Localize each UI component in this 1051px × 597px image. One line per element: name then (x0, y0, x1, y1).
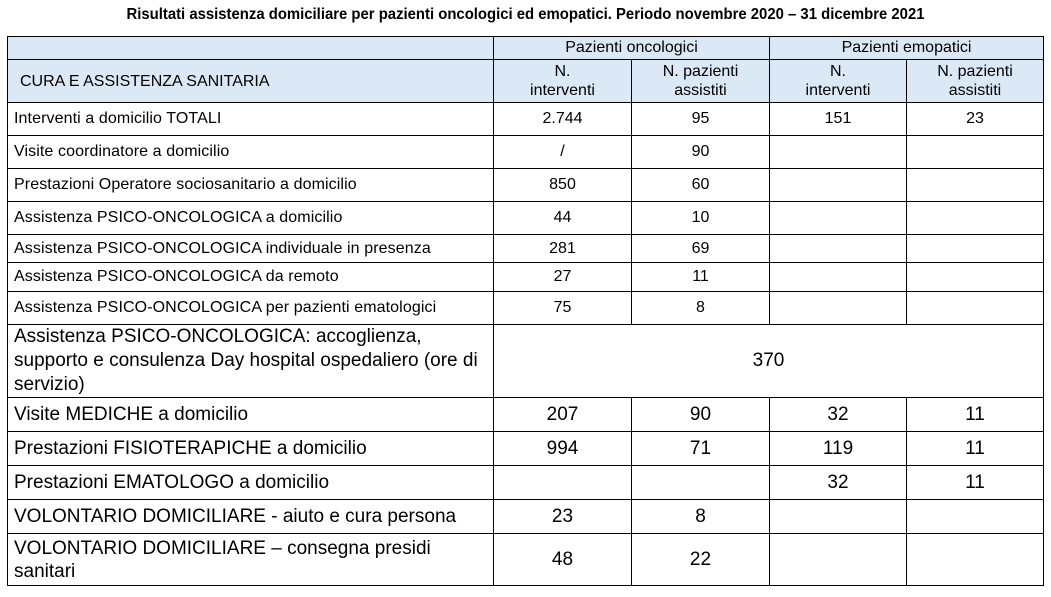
row-label: Prestazioni FISIOTERAPICHE a domicilio (7, 431, 494, 466)
header-text: N. (830, 63, 846, 80)
header-group-emo: Pazienti emopatici (769, 36, 1044, 60)
row-label: Visite coordinatore a domicilio (7, 135, 494, 169)
table-row: Prestazioni FISIOTERAPICHE a domicilio 9… (7, 431, 1044, 466)
emo-interventi-cell: 119 (769, 431, 907, 466)
header-text: N. pazienti (662, 63, 739, 80)
onco-interventi-cell: 23 (493, 499, 632, 534)
header-label-cell: CURA E ASSISTENZA SANITARIA (7, 59, 494, 103)
row-label: VOLONTARIO DOMICILIARE – consegna presid… (7, 533, 494, 586)
onco-assistiti-cell: 11 (631, 262, 770, 292)
emo-interventi-cell (769, 533, 907, 586)
onco-interventi-cell: 2.744 (493, 102, 632, 136)
onco-assistiti-cell: 90 (631, 135, 770, 169)
row-label: Interventi a domicilio TOTALI (7, 102, 494, 136)
emo-interventi-cell: 151 (769, 102, 907, 136)
onco-assistiti-cell: 8 (631, 499, 770, 534)
emo-assistiti-cell (906, 201, 1044, 235)
row-label: Visite MEDICHE a domicilio (7, 397, 494, 432)
emo-assistiti-cell (906, 533, 1044, 586)
onco-assistiti-cell: 95 (631, 102, 770, 136)
row-label: Assistenza PSICO-ONCOLOGICA individuale … (7, 234, 494, 263)
emo-interventi-cell (769, 201, 907, 235)
table-title: Risultati assistenza domiciliare per paz… (126, 6, 925, 23)
header-group-onco: Pazienti oncologici (493, 36, 770, 60)
emo-interventi-cell (769, 499, 907, 534)
emo-interventi-cell (769, 234, 907, 263)
onco-assistiti-cell: 90 (631, 397, 770, 432)
row-label: Assistenza PSICO-ONCOLOGICA a domicilio (7, 201, 494, 235)
emo-assistiti-cell: 23 (906, 102, 1044, 136)
onco-assistiti-cell: 8 (631, 291, 770, 325)
table-row: Prestazioni EMATOLOGO a domicilio 32 11 (7, 465, 1044, 500)
emo-assistiti-cell: 11 (906, 465, 1044, 500)
header-text: assistiti (948, 82, 1002, 99)
emo-assistiti-cell (906, 499, 1044, 534)
onco-interventi-cell: 850 (493, 168, 632, 202)
onco-assistiti-cell: 69 (631, 234, 770, 263)
emo-interventi-cell (769, 262, 907, 292)
onco-assistiti-cell: 22 (631, 533, 770, 586)
onco-interventi-cell: 48 (493, 533, 632, 586)
header-group-row: Pazienti oncologici Pazienti emopatici (7, 36, 1044, 60)
table-row: Assistenza PSICO-ONCOLOGICA da remoto 27… (7, 262, 1044, 292)
header-emo-interventi: N. interventi (769, 59, 907, 103)
emo-assistiti-cell (906, 262, 1044, 292)
header-text: N. (554, 63, 571, 80)
header-empty-cell (7, 36, 494, 60)
merged-value-cell: 370 (493, 324, 1044, 398)
onco-assistiti-cell (631, 465, 770, 500)
table-row: Visite coordinatore a domicilio / 90 (7, 135, 1044, 169)
emo-interventi-cell: 32 (769, 397, 907, 432)
emo-assistiti-cell (906, 168, 1044, 202)
onco-interventi-cell: 27 (493, 262, 632, 292)
onco-assistiti-cell: 71 (631, 431, 770, 466)
emo-assistiti-cell: 11 (906, 431, 1044, 466)
emo-assistiti-cell (906, 135, 1044, 169)
table-row: VOLONTARIO DOMICILIARE – consegna presid… (7, 533, 1044, 586)
results-table: Pazienti oncologici Pazienti emopatici C… (7, 36, 1044, 586)
table-row: Assistenza PSICO-ONCOLOGICA a domicilio … (7, 201, 1044, 235)
emo-interventi-cell (769, 291, 907, 325)
emo-interventi-cell: 32 (769, 465, 907, 500)
onco-interventi-cell: 281 (493, 234, 632, 263)
emo-assistiti-cell (906, 234, 1044, 263)
emo-assistiti-cell (906, 291, 1044, 325)
row-label: Prestazioni Operatore sociosanitario a d… (7, 168, 494, 202)
onco-assistiti-cell: 10 (631, 201, 770, 235)
header-text: interventi (805, 82, 871, 99)
emo-assistiti-cell: 11 (906, 397, 1044, 432)
table-row: Visite MEDICHE a domicilio 207 90 32 11 (7, 397, 1044, 432)
emo-interventi-cell (769, 168, 907, 202)
table-row: Assistenza PSICO-ONCOLOGICA per pazienti… (7, 291, 1044, 325)
row-label: Assistenza PSICO-ONCOLOGICA: accoglienza… (7, 324, 494, 398)
table-row: VOLONTARIO DOMICILIARE - aiuto e cura pe… (7, 499, 1044, 534)
onco-interventi-cell: / (493, 135, 632, 169)
header-text: N. pazienti (937, 63, 1013, 80)
row-label: Assistenza PSICO-ONCOLOGICA da remoto (7, 262, 494, 292)
row-label: VOLONTARIO DOMICILIARE - aiuto e cura pe… (7, 499, 494, 534)
header-onco-assistiti: N. pazienti assistiti (631, 59, 770, 103)
header-emo-assistiti: N. pazienti assistiti (906, 59, 1044, 103)
header-text: assistiti (674, 82, 727, 99)
onco-interventi-cell: 994 (493, 431, 632, 466)
onco-interventi-cell: 75 (493, 291, 632, 325)
table-row: Assistenza PSICO-ONCOLOGICA: accoglienza… (7, 324, 1044, 398)
onco-interventi-cell: 44 (493, 201, 632, 235)
header-onco-interventi: N. interventi (493, 59, 632, 103)
row-label: Assistenza PSICO-ONCOLOGICA per pazienti… (7, 291, 494, 325)
table-row: Assistenza PSICO-ONCOLOGICA individuale … (7, 234, 1044, 263)
header-sub-row: CURA E ASSISTENZA SANITARIA N. interventi… (7, 59, 1044, 103)
onco-interventi-cell: 207 (493, 397, 632, 432)
emo-interventi-cell (769, 135, 907, 169)
onco-interventi-cell (493, 465, 632, 500)
header-text: interventi (530, 82, 595, 99)
row-label: Prestazioni EMATOLOGO a domicilio (7, 465, 494, 500)
table-row: Prestazioni Operatore sociosanitario a d… (7, 168, 1044, 202)
onco-assistiti-cell: 60 (631, 168, 770, 202)
table-row: Interventi a domicilio TOTALI 2.744 95 1… (7, 102, 1044, 136)
